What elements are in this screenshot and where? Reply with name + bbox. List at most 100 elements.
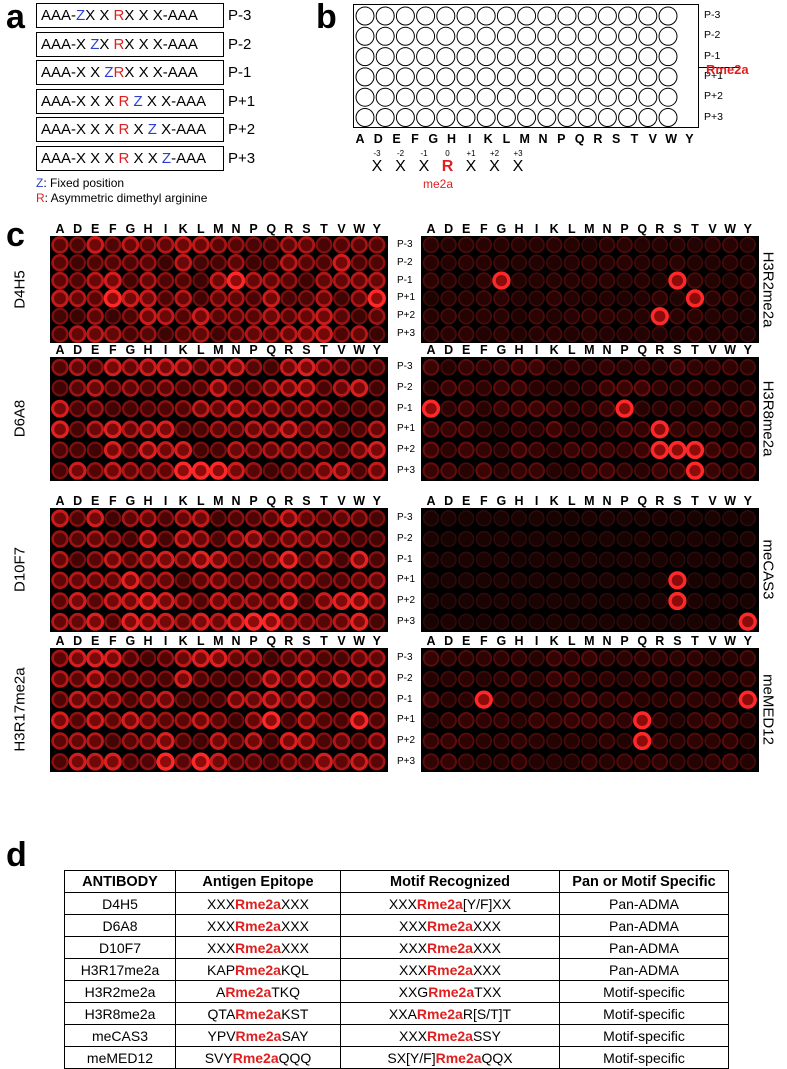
blot-column-letter: Y [743, 343, 752, 357]
blot-spot [651, 592, 668, 610]
blot-spot [686, 753, 704, 770]
header-motif: Motif Recognized [340, 870, 560, 893]
blot-spot [510, 358, 528, 376]
blot-spot [616, 613, 633, 630]
blot-spot [262, 379, 281, 397]
blot-column-letter: Y [372, 222, 381, 236]
blot-spot [332, 571, 351, 589]
blot-spot [209, 649, 228, 668]
blot-spot [528, 379, 545, 397]
epitope-post: XXX [280, 939, 309, 956]
blot-spot [440, 307, 457, 325]
blot-spot [209, 509, 227, 527]
blot-spot [581, 753, 598, 771]
blot-spot [297, 379, 316, 397]
plate-well [597, 6, 617, 26]
blot-spot [121, 254, 140, 272]
blot-spot [139, 420, 157, 439]
blot-spot [668, 571, 687, 590]
blot-spot [528, 462, 545, 480]
blot-spot [633, 753, 651, 771]
blot-spot [633, 420, 651, 438]
blot-spot [192, 289, 210, 307]
blot-spot [156, 732, 175, 750]
epitope-post: XXX [280, 917, 309, 934]
blot-column-letter: L [567, 494, 576, 508]
blot-spot [739, 236, 757, 254]
blot-spot [350, 254, 368, 272]
blot-spot [51, 670, 69, 688]
panel-label-c: c [6, 216, 25, 254]
blot-column-letter: M [213, 222, 224, 236]
blot-spot [581, 551, 598, 568]
blot-column-letter: N [602, 343, 612, 357]
blot-column-letter: M [213, 343, 224, 357]
motif-rme2a: Rme2a [428, 983, 475, 1000]
plate-row-label: P-2 [704, 29, 721, 42]
blot-column-letter: T [320, 494, 328, 508]
plate-column-letter: L [502, 132, 511, 146]
blot-spot [209, 307, 228, 325]
blot-spot [51, 441, 69, 459]
blot-spot [297, 690, 316, 709]
plate-well [496, 108, 516, 127]
blot-spot [457, 358, 475, 376]
blot-spot [121, 236, 140, 254]
plate-well [577, 108, 597, 127]
blot-spot [315, 649, 333, 667]
plate-well [638, 26, 658, 46]
plate-well [395, 47, 415, 67]
blot-spot [440, 359, 457, 376]
plate-well [618, 47, 638, 67]
blot-spot [563, 290, 581, 307]
blot-column-letter: F [108, 222, 117, 236]
blot-spot [721, 650, 739, 667]
blot-spot [422, 530, 440, 548]
blot-spot [174, 307, 192, 325]
blot-spot [493, 711, 510, 729]
blot-column-letter: P [620, 494, 629, 508]
blot-spot [333, 441, 351, 459]
blot-spot [209, 461, 228, 480]
blot-spot [262, 289, 281, 308]
blot-spot [368, 400, 386, 418]
blot-spot [227, 690, 245, 709]
blot-spot [669, 613, 686, 630]
blot-spot [510, 272, 528, 289]
specificity-cell: Motif-specific [559, 1002, 729, 1025]
blot-spot [280, 649, 298, 668]
blot-spot [581, 649, 598, 667]
blot-spot [262, 399, 281, 418]
blot-spot [739, 441, 757, 459]
blot-spot [191, 399, 210, 418]
blot-spot [262, 753, 280, 771]
blot-spot [350, 550, 369, 569]
blot-spot [475, 236, 493, 254]
blot-spot [510, 530, 528, 548]
blot-spot [139, 254, 157, 272]
antibody-cell: H3R8me2a [64, 1002, 176, 1025]
plate-well [557, 67, 577, 87]
blot-column-letter: H [143, 222, 153, 236]
blot-spot [686, 325, 704, 343]
blot-row-label: P+1 [397, 714, 416, 726]
blot-spot [686, 272, 704, 289]
blot-spot [440, 400, 457, 418]
blot-spot [545, 732, 563, 750]
blot-spot [422, 290, 440, 307]
blot-spot [139, 271, 157, 290]
blot-spot [651, 670, 669, 688]
blot-spot [51, 649, 69, 668]
blot-spot [227, 592, 245, 610]
blot-spot [244, 752, 263, 771]
blot-spot [545, 649, 563, 667]
blot-spot [156, 612, 175, 631]
blot-spot [174, 550, 192, 569]
blot-spot [69, 254, 87, 272]
blot-spot [104, 711, 122, 730]
blot-spot [493, 753, 510, 770]
plate-well [577, 67, 597, 87]
blot-spot [493, 307, 510, 325]
blot-column-letter: D [73, 634, 83, 648]
blot-column-letter: D [444, 494, 454, 508]
